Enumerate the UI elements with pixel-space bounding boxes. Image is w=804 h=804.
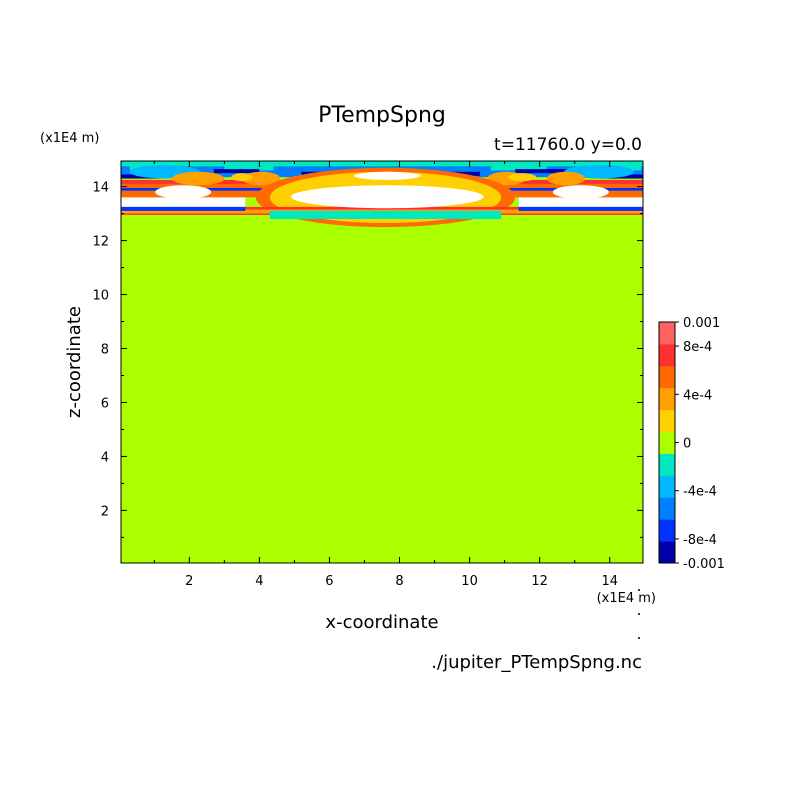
- colorbar: 0.001 8e-4 4e-4 0 -4e-4 -8e-4 -0.001: [658, 316, 725, 572]
- heatmap-cell: [213, 169, 260, 174]
- colorbar-swatch: [659, 322, 675, 345]
- x-tick-label: 14: [601, 574, 618, 589]
- plot-frame: [120, 160, 644, 564]
- colorbar-swatch: [659, 475, 675, 498]
- y-axis-unit: (x1E4 m): [40, 131, 99, 146]
- corner-dot: [638, 613, 640, 615]
- heatmap-cell: [171, 171, 225, 186]
- heatmap-cell: [490, 162, 547, 171]
- y-tick-label: 6: [101, 396, 109, 411]
- heatmap-white-region: [155, 185, 212, 199]
- y-tick-label: 12: [92, 235, 109, 250]
- colorbar-swatch: [659, 387, 675, 411]
- heatmap-cell: [515, 169, 568, 174]
- x-tick-label: 8: [395, 574, 403, 589]
- axis-ticks: 2 4 6 8 10 12 14 2 4 6 8 10 12 14: [92, 161, 643, 589]
- heatmap-cell: [241, 171, 281, 186]
- heatmap-background: [121, 161, 643, 563]
- x-tick-label: 6: [325, 574, 333, 589]
- heatmap-white-region: [290, 185, 484, 209]
- x-tick-label: 2: [185, 574, 193, 589]
- heatmap-cell: [224, 162, 274, 171]
- y-tick-label: 4: [101, 450, 109, 465]
- heatmap-cell: [231, 173, 253, 182]
- x-axis-unit: (x1E4 m): [597, 591, 656, 606]
- colorbar-label: -0.001: [683, 557, 725, 572]
- heatmap-white-region: [518, 197, 643, 207]
- heatmap-white-region: [353, 171, 421, 180]
- corner-dot: [638, 589, 640, 591]
- y-tick-label: 14: [92, 181, 109, 196]
- heatmap-white-region: [121, 197, 246, 207]
- source-file-label: ./jupiter_PTempSpng.nc: [431, 652, 642, 673]
- x-tick-label: 4: [255, 574, 263, 589]
- colorbar-swatch: [659, 519, 675, 542]
- corner-dot: [638, 637, 640, 639]
- y-tick-label: 8: [101, 343, 109, 358]
- colorbar-swatch: [659, 541, 675, 564]
- y-axis-label: z-coordinate: [64, 306, 85, 418]
- colorbar-swatch: [659, 343, 675, 367]
- colorbar-label: 4e-4: [683, 388, 712, 403]
- heatmap-cell: [121, 161, 643, 167]
- heatmap-cell: [508, 173, 537, 182]
- plot-area: [121, 161, 643, 563]
- heatmap-white-region: [552, 185, 609, 199]
- x-tick-label: 12: [531, 574, 548, 589]
- colorbar-swatch: [659, 431, 675, 454]
- colorbar-swatch: [659, 409, 675, 433]
- chart-title: PTempSpng: [318, 103, 446, 128]
- y-tick-label: 10: [92, 289, 109, 304]
- colorbar-label: 0: [683, 437, 691, 452]
- colorbar-swatch: [659, 497, 675, 520]
- x-axis-label: x-coordinate: [325, 612, 438, 633]
- heatmap-negative-strip: [269, 210, 502, 220]
- x-tick-label: 10: [461, 574, 478, 589]
- y-tick-label: 2: [101, 504, 109, 519]
- chart-subtitle: t=11760.0 y=0.0: [494, 135, 642, 155]
- colorbar-label: -4e-4: [683, 485, 717, 500]
- colorbar-label: 8e-4: [683, 340, 712, 355]
- colorbar-swatch: [659, 453, 675, 476]
- colorbar-swatch: [659, 365, 675, 389]
- heatmap-cell: [546, 171, 586, 186]
- colorbar-label: -8e-4: [683, 533, 717, 548]
- colorbar-label: 0.001: [683, 316, 720, 331]
